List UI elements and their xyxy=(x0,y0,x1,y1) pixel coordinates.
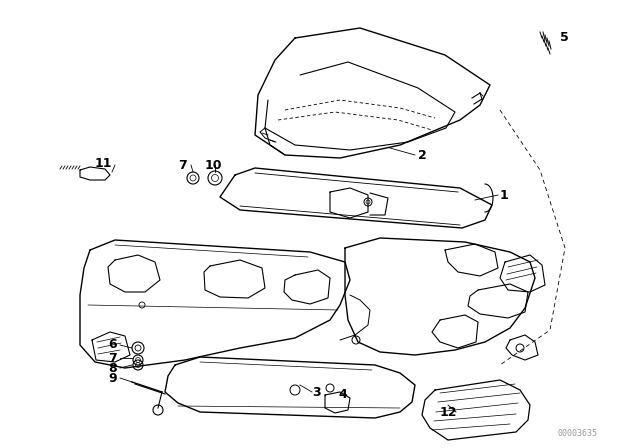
Text: 12: 12 xyxy=(440,405,458,418)
Text: 2: 2 xyxy=(418,148,427,161)
Text: 3: 3 xyxy=(312,385,321,399)
Text: 7: 7 xyxy=(108,352,116,365)
Text: 6: 6 xyxy=(108,339,116,352)
Text: 11: 11 xyxy=(95,156,113,169)
Text: 9: 9 xyxy=(108,371,116,384)
Text: 10: 10 xyxy=(205,159,223,172)
Text: 8: 8 xyxy=(108,362,116,375)
Text: 4: 4 xyxy=(338,388,347,401)
Text: 00003635: 00003635 xyxy=(558,429,598,438)
Text: 1: 1 xyxy=(500,189,509,202)
Text: 5: 5 xyxy=(560,30,569,43)
Text: 7: 7 xyxy=(178,159,187,172)
